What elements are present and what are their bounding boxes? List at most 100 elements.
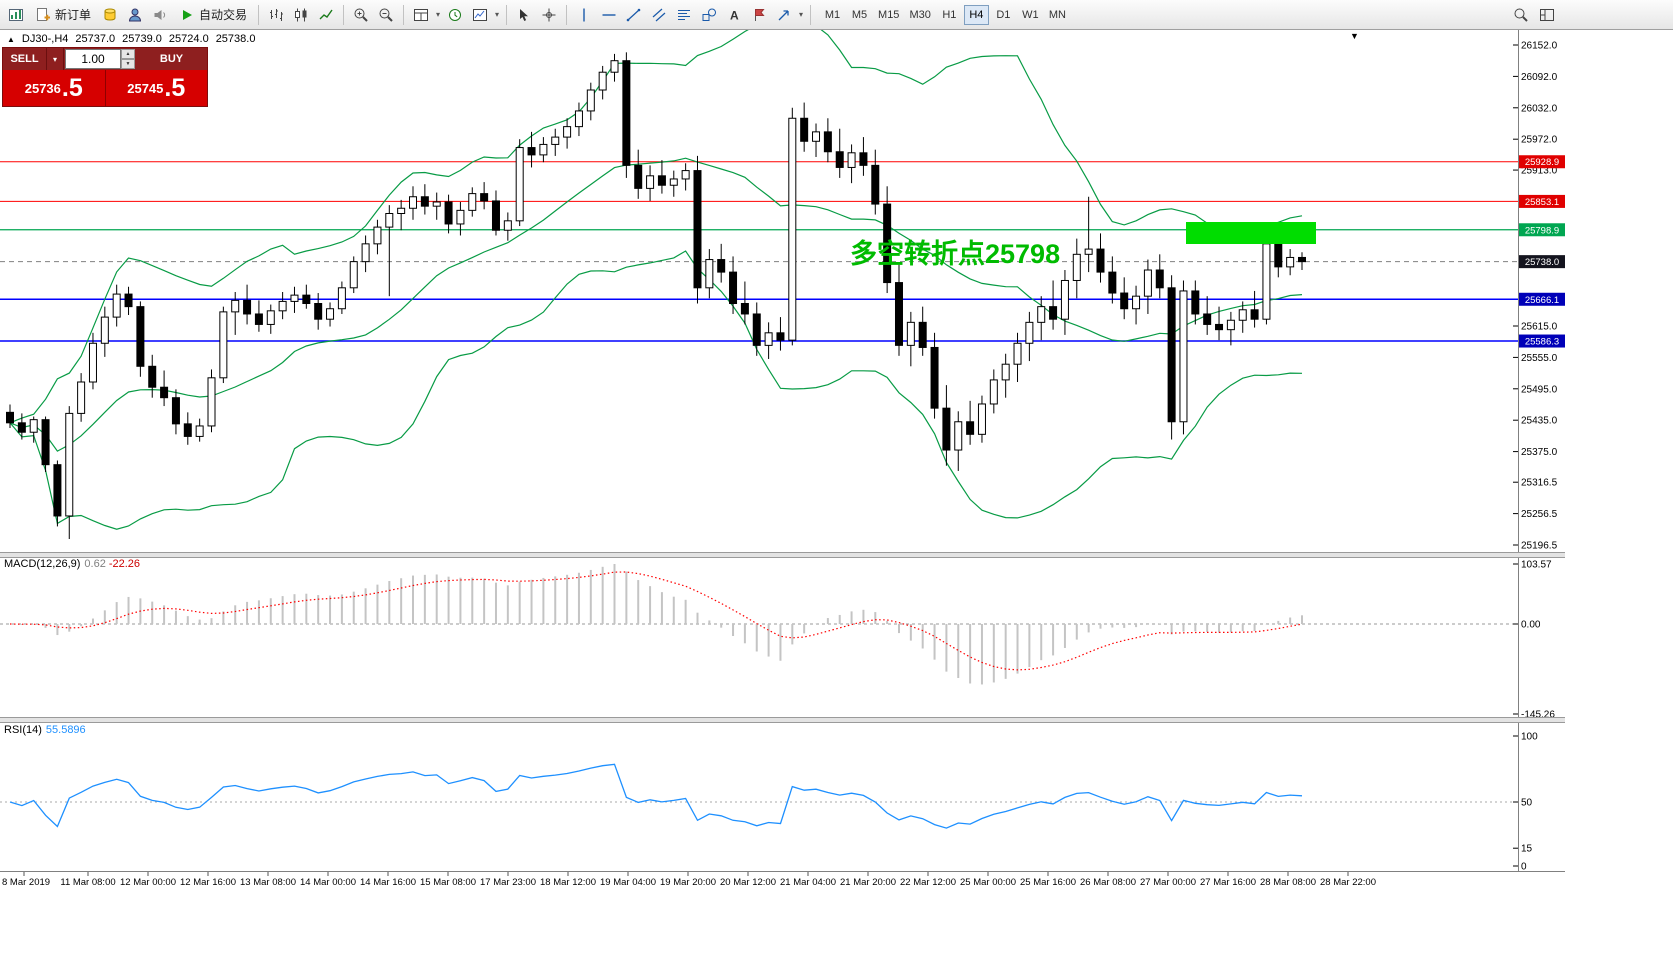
chevron-down-icon[interactable]: ▾ <box>495 10 500 19</box>
svg-text:28 Mar 08:00: 28 Mar 08:00 <box>1260 877 1316 888</box>
timeframe-button-M1[interactable]: M1 <box>824 8 841 21</box>
svg-text:25798.9: 25798.9 <box>1525 225 1559 236</box>
vertical-line-button[interactable] <box>572 3 596 27</box>
app-chart-icon[interactable] <box>4 3 28 27</box>
price-axis[interactable] <box>1518 30 1565 871</box>
trendline-button[interactable] <box>622 3 646 27</box>
new-order-label: 新订单 <box>55 8 92 22</box>
bar-chart-button[interactable] <box>264 3 288 27</box>
timeframe-button-M15[interactable]: M15 <box>878 8 900 21</box>
macd-signal-value: -22.26 <box>108 558 141 570</box>
zoom-out-icon <box>379 8 393 22</box>
buy-price-pips: .5 <box>164 73 186 102</box>
svg-text:25913.0: 25913.0 <box>1521 166 1558 177</box>
svg-text:多空转折点25798: 多空转折点25798 <box>850 238 1060 269</box>
panel-splitter[interactable] <box>0 552 1565 558</box>
trade-panel-price-row: 25736 .5 25745 .5 <box>3 70 207 106</box>
svg-text:25435.0: 25435.0 <box>1521 416 1558 427</box>
buy-price-main: 25745 <box>127 80 164 96</box>
window-layout-button[interactable] <box>1535 3 1559 27</box>
svg-text:17 Mar 23:00: 17 Mar 23:00 <box>480 877 536 888</box>
speaker-icon <box>154 9 166 20</box>
accounts-icon <box>129 8 142 21</box>
svg-text:25 Mar 00:00: 25 Mar 00:00 <box>960 877 1016 888</box>
bar-chart-icon <box>270 8 284 21</box>
svg-text:25586.3: 25586.3 <box>1525 337 1559 348</box>
svg-text:100: 100 <box>1521 732 1538 743</box>
buy-button[interactable]: BUY <box>136 48 207 70</box>
lot-size-input[interactable] <box>65 49 121 69</box>
new-order-button[interactable]: 新订单 <box>29 3 97 27</box>
line-chart-button[interactable] <box>314 3 338 27</box>
toolbar-separator <box>403 4 405 25</box>
svg-text:25555.0: 25555.0 <box>1521 353 1558 364</box>
zoom-out-button[interactable] <box>374 3 398 27</box>
lot-decrease-button[interactable]: ▼ <box>121 59 135 69</box>
order-type-dropdown[interactable]: ▾ <box>47 48 64 70</box>
svg-text:18 Mar 12:00: 18 Mar 12:00 <box>540 877 596 888</box>
svg-text:26032.0: 26032.0 <box>1521 103 1558 114</box>
accounts-button[interactable] <box>123 3 147 27</box>
history-center-icon <box>104 8 116 21</box>
crosshair-button[interactable] <box>537 3 561 27</box>
shapes-button[interactable] <box>697 3 721 27</box>
autotrading-play-icon <box>183 9 193 20</box>
one-click-trading-panel: SELL ▾ ▲ ▼ BUY 25736 .5 25745 .5 <box>3 48 207 106</box>
cursor-button[interactable] <box>512 3 536 27</box>
new-chart-button[interactable] <box>409 3 433 27</box>
time-axis[interactable] <box>0 872 1565 890</box>
history-center-button[interactable] <box>98 3 122 27</box>
svg-text:15: 15 <box>1521 844 1533 855</box>
timeframe-button-MN[interactable]: MN <box>1048 8 1066 21</box>
alerts-button[interactable] <box>148 3 172 27</box>
sell-price-pips: .5 <box>61 73 83 102</box>
vertical-line-icon <box>583 8 585 21</box>
horizontal-line-button[interactable] <box>597 3 621 27</box>
chevron-down-icon[interactable]: ▾ <box>799 10 804 19</box>
template-button[interactable] <box>468 3 492 27</box>
timeframe-button-H4[interactable]: H4 <box>963 4 989 25</box>
timeframe-button-W1[interactable]: W1 <box>1022 8 1039 21</box>
channel-icon <box>652 8 666 21</box>
chevron-down-icon[interactable]: ▾ <box>436 10 441 19</box>
macd-value: 0.62 <box>84 558 106 570</box>
svg-text:19 Mar 20:00: 19 Mar 20:00 <box>660 877 716 888</box>
candlestick-chart-button[interactable] <box>289 3 313 27</box>
search-button[interactable] <box>1509 3 1533 27</box>
text-tool-button[interactable]: A <box>722 3 746 27</box>
buy-price[interactable]: 25745 .5 <box>105 70 207 106</box>
quote-symbol: DJ30-,H4 <box>21 33 69 45</box>
label-tool-button[interactable] <box>747 3 771 27</box>
quote-high: 25739.0 <box>122 33 162 45</box>
svg-text:103.57: 103.57 <box>1521 560 1552 571</box>
timeframe-button-M5[interactable]: M5 <box>851 8 868 21</box>
zoom-in-button[interactable] <box>349 3 373 27</box>
svg-text:25738.0: 25738.0 <box>1525 257 1559 268</box>
svg-text:20 Mar 12:00: 20 Mar 12:00 <box>720 877 776 888</box>
channel-button[interactable] <box>647 3 671 27</box>
new-chart-icon <box>414 8 429 21</box>
autotrading-button[interactable]: 自动交易 <box>173 3 253 27</box>
zoom-in-icon <box>354 8 368 22</box>
timeframe-button-M30[interactable]: M30 <box>909 8 931 21</box>
svg-text:25853.1: 25853.1 <box>1525 197 1559 208</box>
period-clock-button[interactable] <box>443 3 467 27</box>
sell-button[interactable]: SELL <box>3 48 47 70</box>
window-layout-icon <box>1540 8 1554 21</box>
arrows-tool-button[interactable] <box>772 3 796 27</box>
symbol-marker-icon: ▲ <box>7 34 15 44</box>
timeframe-button-H1[interactable]: H1 <box>942 8 957 21</box>
fibonacci-icon <box>678 9 691 20</box>
svg-text:25 Mar 16:00: 25 Mar 16:00 <box>1020 877 1076 888</box>
sell-price[interactable]: 25736 .5 <box>3 70 106 106</box>
panel-splitter[interactable] <box>0 717 1565 723</box>
svg-text:-145.26: -145.26 <box>1521 710 1555 721</box>
lot-increase-button[interactable]: ▲ <box>121 49 135 59</box>
toolbar-separator <box>810 4 812 25</box>
trendline-icon <box>626 8 641 21</box>
timeframe-button-D1[interactable]: D1 <box>996 8 1011 21</box>
fibonacci-button[interactable] <box>672 3 696 27</box>
svg-text:21 Mar 04:00: 21 Mar 04:00 <box>780 877 836 888</box>
svg-text:21 Mar 20:00: 21 Mar 20:00 <box>840 877 896 888</box>
